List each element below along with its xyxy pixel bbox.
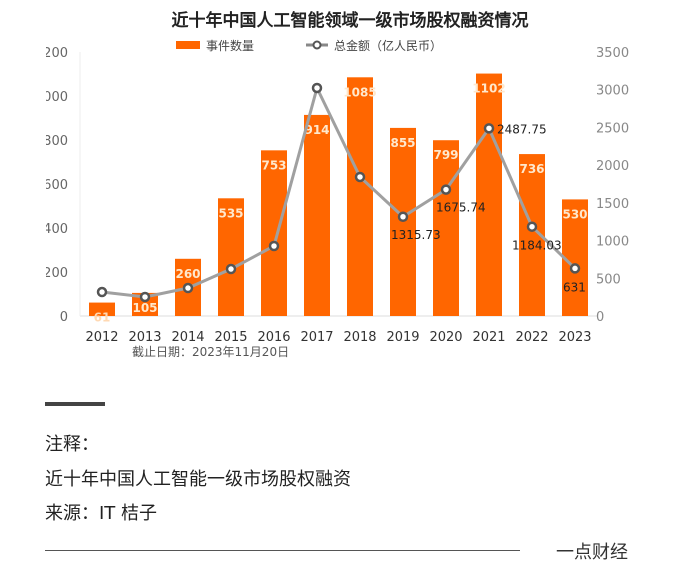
- left-tick-label: 1200: [35, 46, 68, 61]
- line-point-2015: [225, 263, 237, 275]
- bar-value-label: 799: [433, 148, 458, 162]
- bar-value-label: 530: [562, 207, 587, 221]
- line-point-2019: [397, 211, 409, 223]
- left-tick-label: 600: [43, 178, 68, 193]
- x-tick-label: 2019: [386, 330, 419, 345]
- legend-line-label: 总金额（亿人民币）: [334, 38, 442, 53]
- bar-value-label: 736: [519, 162, 544, 176]
- x-tick-label: 2022: [515, 330, 548, 345]
- chart-title: 近十年中国人工智能领域一级市场股权融资情况: [171, 11, 529, 31]
- total-amount-line: [101, 83, 577, 299]
- bar-value-label: 105: [132, 301, 157, 315]
- combo-chart: 0 200 400 600 800 1000 1200 0 500 1000 1500 2000 250…: [35, 38, 629, 359]
- line-point-2021: [483, 123, 495, 134]
- legend-bar-swatch: [176, 41, 200, 49]
- right-tick-label: 1500: [596, 197, 629, 212]
- right-tick-label: 1000: [596, 235, 629, 250]
- legend-bar-label: 事件数量: [206, 38, 254, 53]
- notes-label: 注释：: [45, 434, 99, 455]
- bar-2016: [261, 150, 287, 316]
- x-tick-label: 2012: [85, 330, 118, 345]
- bar-2023: [562, 199, 588, 316]
- line-point-2018: [354, 171, 366, 183]
- bar-2017: [304, 114, 330, 316]
- divider: [45, 402, 105, 406]
- line-value-label: 631: [563, 280, 586, 294]
- footnote: 截止日期：2023年11月20日: [132, 345, 289, 359]
- x-tick-label: 2018: [343, 330, 376, 345]
- bar-value-label: 61: [94, 311, 111, 325]
- line-point-2013: [139, 291, 151, 303]
- x-tick-label: 2020: [429, 330, 462, 345]
- line-point-2020: [440, 184, 452, 195]
- bar-value-label: 1102: [472, 82, 505, 96]
- right-tick-label: 3500: [596, 46, 629, 61]
- bar-value-label: 855: [390, 136, 415, 150]
- footer-line: [45, 550, 520, 551]
- x-tick-label: 2017: [300, 330, 333, 345]
- x-tick-label: 2015: [214, 330, 247, 345]
- bar-value-label: 1085: [343, 85, 376, 99]
- right-tick-label: 2500: [596, 121, 629, 136]
- line-value-label: 2487.75: [497, 122, 547, 136]
- left-tick-label: 1000: [35, 90, 68, 105]
- x-tick-label: 2014: [171, 330, 204, 345]
- bar-2013: [132, 292, 158, 316]
- line-point-2016: [268, 240, 280, 252]
- line-value-label: 1315.73: [391, 228, 441, 242]
- x-tick-label: 2023: [558, 330, 591, 345]
- right-tick-label: 0: [596, 310, 604, 325]
- x-tick-label: 2021: [472, 330, 505, 345]
- line-point-2022: [526, 221, 538, 232]
- x-tick-label: 2016: [257, 330, 290, 345]
- left-tick-label: 800: [43, 134, 68, 149]
- right-tick-label: 2000: [596, 159, 629, 174]
- bar-value-label: 753: [261, 158, 286, 172]
- notes-text: 近十年中国人工智能一级市场股权融资: [45, 469, 351, 490]
- bar-2015: [218, 198, 244, 316]
- brand-name: 一点财经: [556, 542, 628, 563]
- right-tick-label: 3000: [596, 84, 629, 99]
- notes-source: 来源：IT 桔子: [45, 503, 158, 524]
- bar-value-label: 535: [218, 206, 243, 220]
- line-value-label: 1675.74: [436, 201, 486, 215]
- right-tick-label: 500: [596, 272, 621, 287]
- line-value-label: 1184.03: [512, 239, 562, 253]
- bar-2018: [347, 77, 373, 316]
- line-point-2014: [182, 282, 194, 294]
- bar-value-label: 260: [175, 267, 200, 281]
- line-point-2023: [569, 263, 581, 274]
- line-point-2017: [311, 82, 323, 94]
- left-tick-label: 200: [43, 266, 68, 281]
- left-tick-label: 0: [60, 310, 68, 325]
- left-tick-label: 400: [43, 222, 68, 237]
- line-point-2012: [96, 286, 108, 298]
- bar-2012: [89, 302, 115, 316]
- bar-2021: [476, 73, 502, 316]
- x-tick-label: 2013: [128, 330, 161, 345]
- legend-line-marker: [312, 40, 322, 50]
- bar-2020: [433, 140, 459, 316]
- bar-value-label: 914: [304, 123, 329, 137]
